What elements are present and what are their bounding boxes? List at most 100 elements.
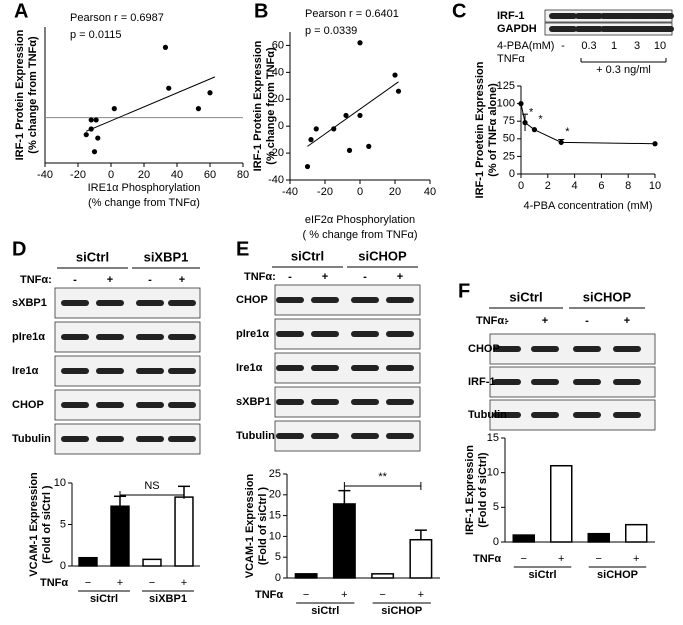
point (392, 72, 398, 78)
point (518, 101, 524, 107)
blot-band (351, 331, 379, 337)
blot-band (351, 297, 379, 303)
bar (371, 573, 395, 579)
x-tick-label: − (521, 553, 527, 565)
y-tick-label: 5 (275, 551, 281, 563)
x-tick-label: + (341, 589, 347, 601)
y-tick-label: 125 (497, 80, 515, 92)
blot-band (549, 26, 577, 32)
y-tick-label: 0 (60, 560, 66, 572)
blot-band (136, 300, 164, 306)
y-axis-label: IRF-1 Protein Expression (14, 29, 26, 160)
point (308, 137, 314, 143)
blot-band (96, 334, 124, 340)
significance: * (529, 107, 534, 119)
annotation: p = 0.0339 (305, 25, 357, 37)
blot-lane: 3 (634, 40, 640, 52)
blot-lane: 1 (611, 40, 617, 52)
blot-row-label: sXBP1 (236, 396, 271, 408)
group-label: siXBP1 (149, 593, 187, 605)
x-tick-label: 80 (237, 169, 249, 181)
point (357, 112, 363, 119)
bar (142, 558, 162, 567)
fit-line (307, 81, 399, 147)
y-axis-label: (% of TNFα alone) (487, 83, 499, 177)
y-tick-label: 10 (54, 477, 66, 489)
blot-band (351, 399, 379, 405)
blot-lane: + (179, 274, 185, 286)
blot-band (646, 26, 674, 32)
bar (174, 496, 194, 567)
x-tick-label: + (181, 577, 187, 589)
y-tick-label: 25 (269, 468, 281, 480)
bar (587, 532, 610, 543)
blot-band (531, 346, 559, 352)
point (331, 126, 337, 132)
blot-band (575, 13, 603, 19)
point (346, 147, 353, 153)
x-tick-label: -20 (70, 169, 86, 181)
blot-lane: - (288, 271, 292, 283)
blot-band (168, 368, 196, 374)
blot-band (61, 402, 89, 408)
y-axis-label: (Fold of siCtrl ) (41, 485, 53, 564)
y-tick-label: 50 (503, 133, 515, 145)
y-axis-label: IRF-1 Protein Expression (252, 40, 264, 171)
x-prefix: TNFα (255, 589, 283, 601)
y-tick-label: 15 (487, 432, 499, 444)
blot-band (311, 433, 339, 439)
blot-band (96, 300, 124, 306)
comparison-label: NS (144, 480, 159, 492)
x-axis-label: (% change from TNFα) (88, 197, 200, 209)
blot-band (136, 368, 164, 374)
blot-band (531, 379, 559, 385)
x-axis-label: 4-PBA concentration (mM) (524, 200, 653, 212)
blot-band (573, 379, 601, 385)
blot-row-label: Tubulin (236, 430, 275, 442)
point (93, 117, 99, 123)
blot-row-label: sXBP1 (12, 297, 47, 309)
blot-band (386, 365, 414, 371)
x-tick-label: 0 (357, 186, 363, 198)
panel-label: F (458, 280, 470, 302)
x-tick-label: 20 (138, 169, 150, 181)
point (652, 141, 658, 147)
annotation: Pearson r = 0.6987 (70, 12, 164, 24)
y-tick-label: 0 (275, 572, 281, 584)
blot-band (61, 334, 89, 340)
blot-band (600, 13, 628, 19)
blot-row-label: pIre1α (12, 331, 45, 343)
point (366, 143, 372, 149)
blot-lane: - (363, 271, 367, 283)
bar (625, 523, 648, 543)
x-tick-label: − (149, 577, 155, 589)
y-tick-label: 10 (487, 467, 499, 479)
blot-group: siXBP1 (144, 249, 189, 264)
blot-treatment: TNFα: (476, 315, 508, 327)
blot-lane: - (561, 40, 565, 52)
blot-band (623, 13, 651, 19)
blot-band (573, 412, 601, 418)
blot-band (623, 26, 651, 32)
x-tick-label: 2 (545, 180, 551, 192)
y-tick-label: 60 (272, 39, 284, 51)
bar (409, 538, 433, 579)
point (95, 135, 101, 141)
blot-row-label: IRF-1 (468, 376, 496, 388)
x-tick-label: 40 (424, 186, 436, 198)
blot-group: siCHOP (358, 248, 407, 263)
point (357, 40, 363, 46)
y-axis-label: (% change from TNFα) (265, 47, 277, 165)
x-axis-label: IRE1α Phosphorylation (88, 182, 201, 194)
blot-note: + 0.3 ng/ml (596, 64, 651, 76)
blot-group: siCHOP (583, 289, 632, 304)
significance: * (565, 126, 570, 138)
blot-lane: + (542, 315, 548, 327)
blot-band (168, 402, 196, 408)
blot-band (276, 433, 304, 439)
point (111, 106, 117, 112)
group-label: siCtrl (90, 593, 118, 605)
x-tick-label: 20 (389, 186, 401, 198)
blot-band (575, 26, 603, 32)
x-tick-label: − (379, 589, 385, 601)
